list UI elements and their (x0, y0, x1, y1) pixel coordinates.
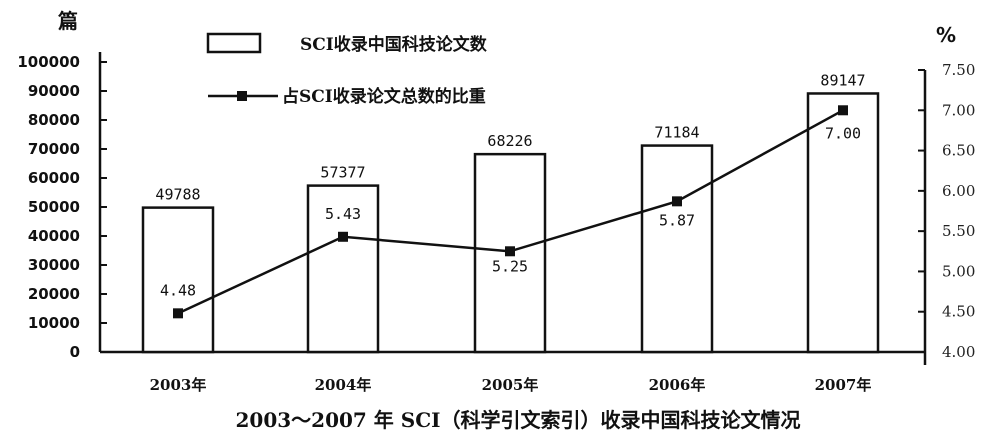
category-label: 2006年 (649, 376, 706, 394)
legend: SCI收录中国科技论文数 占SCI收录论文总数的比重 (206, 32, 488, 107)
right-tick-label: 6.00 (942, 182, 975, 200)
legend-bar-label: SCI收录中国科技论文数 (300, 34, 488, 55)
bar (473, 152, 547, 354)
chart-title: 2003～2007 年 SCI（科学引文索引）收录中国科技论文情况 (236, 408, 801, 432)
bar-value-label: 68226 (487, 132, 532, 150)
line-series: 4.48 5.43 5.25 5.87 7.00 (160, 105, 861, 319)
bar-value-label: 57377 (320, 164, 365, 182)
left-tick-label: 0 (70, 343, 80, 361)
left-axis-ticks: 0 10000 20000 30000 40000 50000 60000 70000 8000… (17, 53, 107, 361)
line-value-label: 7.00 (825, 124, 861, 142)
category-label: 2004年 (315, 376, 372, 394)
legend-line-marker (237, 91, 247, 101)
left-tick-label: 80000 (28, 111, 80, 129)
line-value-label: 5.25 (492, 257, 528, 275)
right-tick-label: 7.50 (942, 61, 975, 79)
bar (640, 144, 714, 354)
right-tick-label: 5.00 (942, 262, 975, 280)
right-tick-label: 5.50 (942, 222, 975, 240)
bar-value-label: 49788 (155, 186, 200, 204)
line-marker (173, 308, 183, 319)
right-tick-label: 4.50 (942, 303, 975, 321)
right-tick-label: 4.00 (942, 343, 975, 361)
legend-bar-swatch (206, 32, 262, 54)
line-marker (672, 196, 682, 207)
category-labels: 2003年 2004年 2005年 2006年 2007年 (150, 376, 872, 394)
left-tick-label: 50000 (28, 198, 80, 216)
right-axis-unit: % (936, 23, 956, 47)
left-tick-label: 100000 (17, 53, 80, 71)
left-tick-label: 60000 (28, 169, 80, 187)
left-axis-unit: 篇 (57, 9, 78, 33)
legend-line-label: 占SCI收录论文总数的比重 (282, 86, 486, 107)
line-marker (338, 231, 348, 242)
bar-series: 49788 57377 68226 71184 89147 (141, 71, 880, 354)
left-tick-label: 10000 (28, 314, 80, 332)
left-tick-label: 70000 (28, 140, 80, 158)
category-label: 2003年 (150, 376, 207, 394)
bar-value-label: 71184 (654, 124, 699, 142)
line-marker (838, 105, 848, 116)
bar-value-label: 89147 (820, 71, 865, 89)
line-marker (505, 246, 515, 257)
right-tick-label: 6.50 (942, 142, 975, 160)
line-value-label: 5.43 (325, 205, 361, 223)
bar (141, 206, 215, 354)
bar (306, 184, 380, 354)
left-tick-label: 20000 (28, 285, 80, 303)
line-value-label: 5.87 (659, 211, 695, 229)
right-tick-label: 7.00 (942, 101, 975, 119)
left-tick-label: 30000 (28, 256, 80, 274)
left-tick-label: 90000 (28, 82, 80, 100)
right-axis-ticks: 4.00 4.50 5.00 5.50 6.00 6.50 7.00 7.50 (918, 61, 975, 361)
bar (806, 92, 880, 354)
category-label: 2005年 (482, 376, 539, 394)
category-label: 2007年 (815, 376, 872, 394)
left-tick-label: 40000 (28, 227, 80, 245)
line-value-label: 4.48 (160, 281, 196, 299)
